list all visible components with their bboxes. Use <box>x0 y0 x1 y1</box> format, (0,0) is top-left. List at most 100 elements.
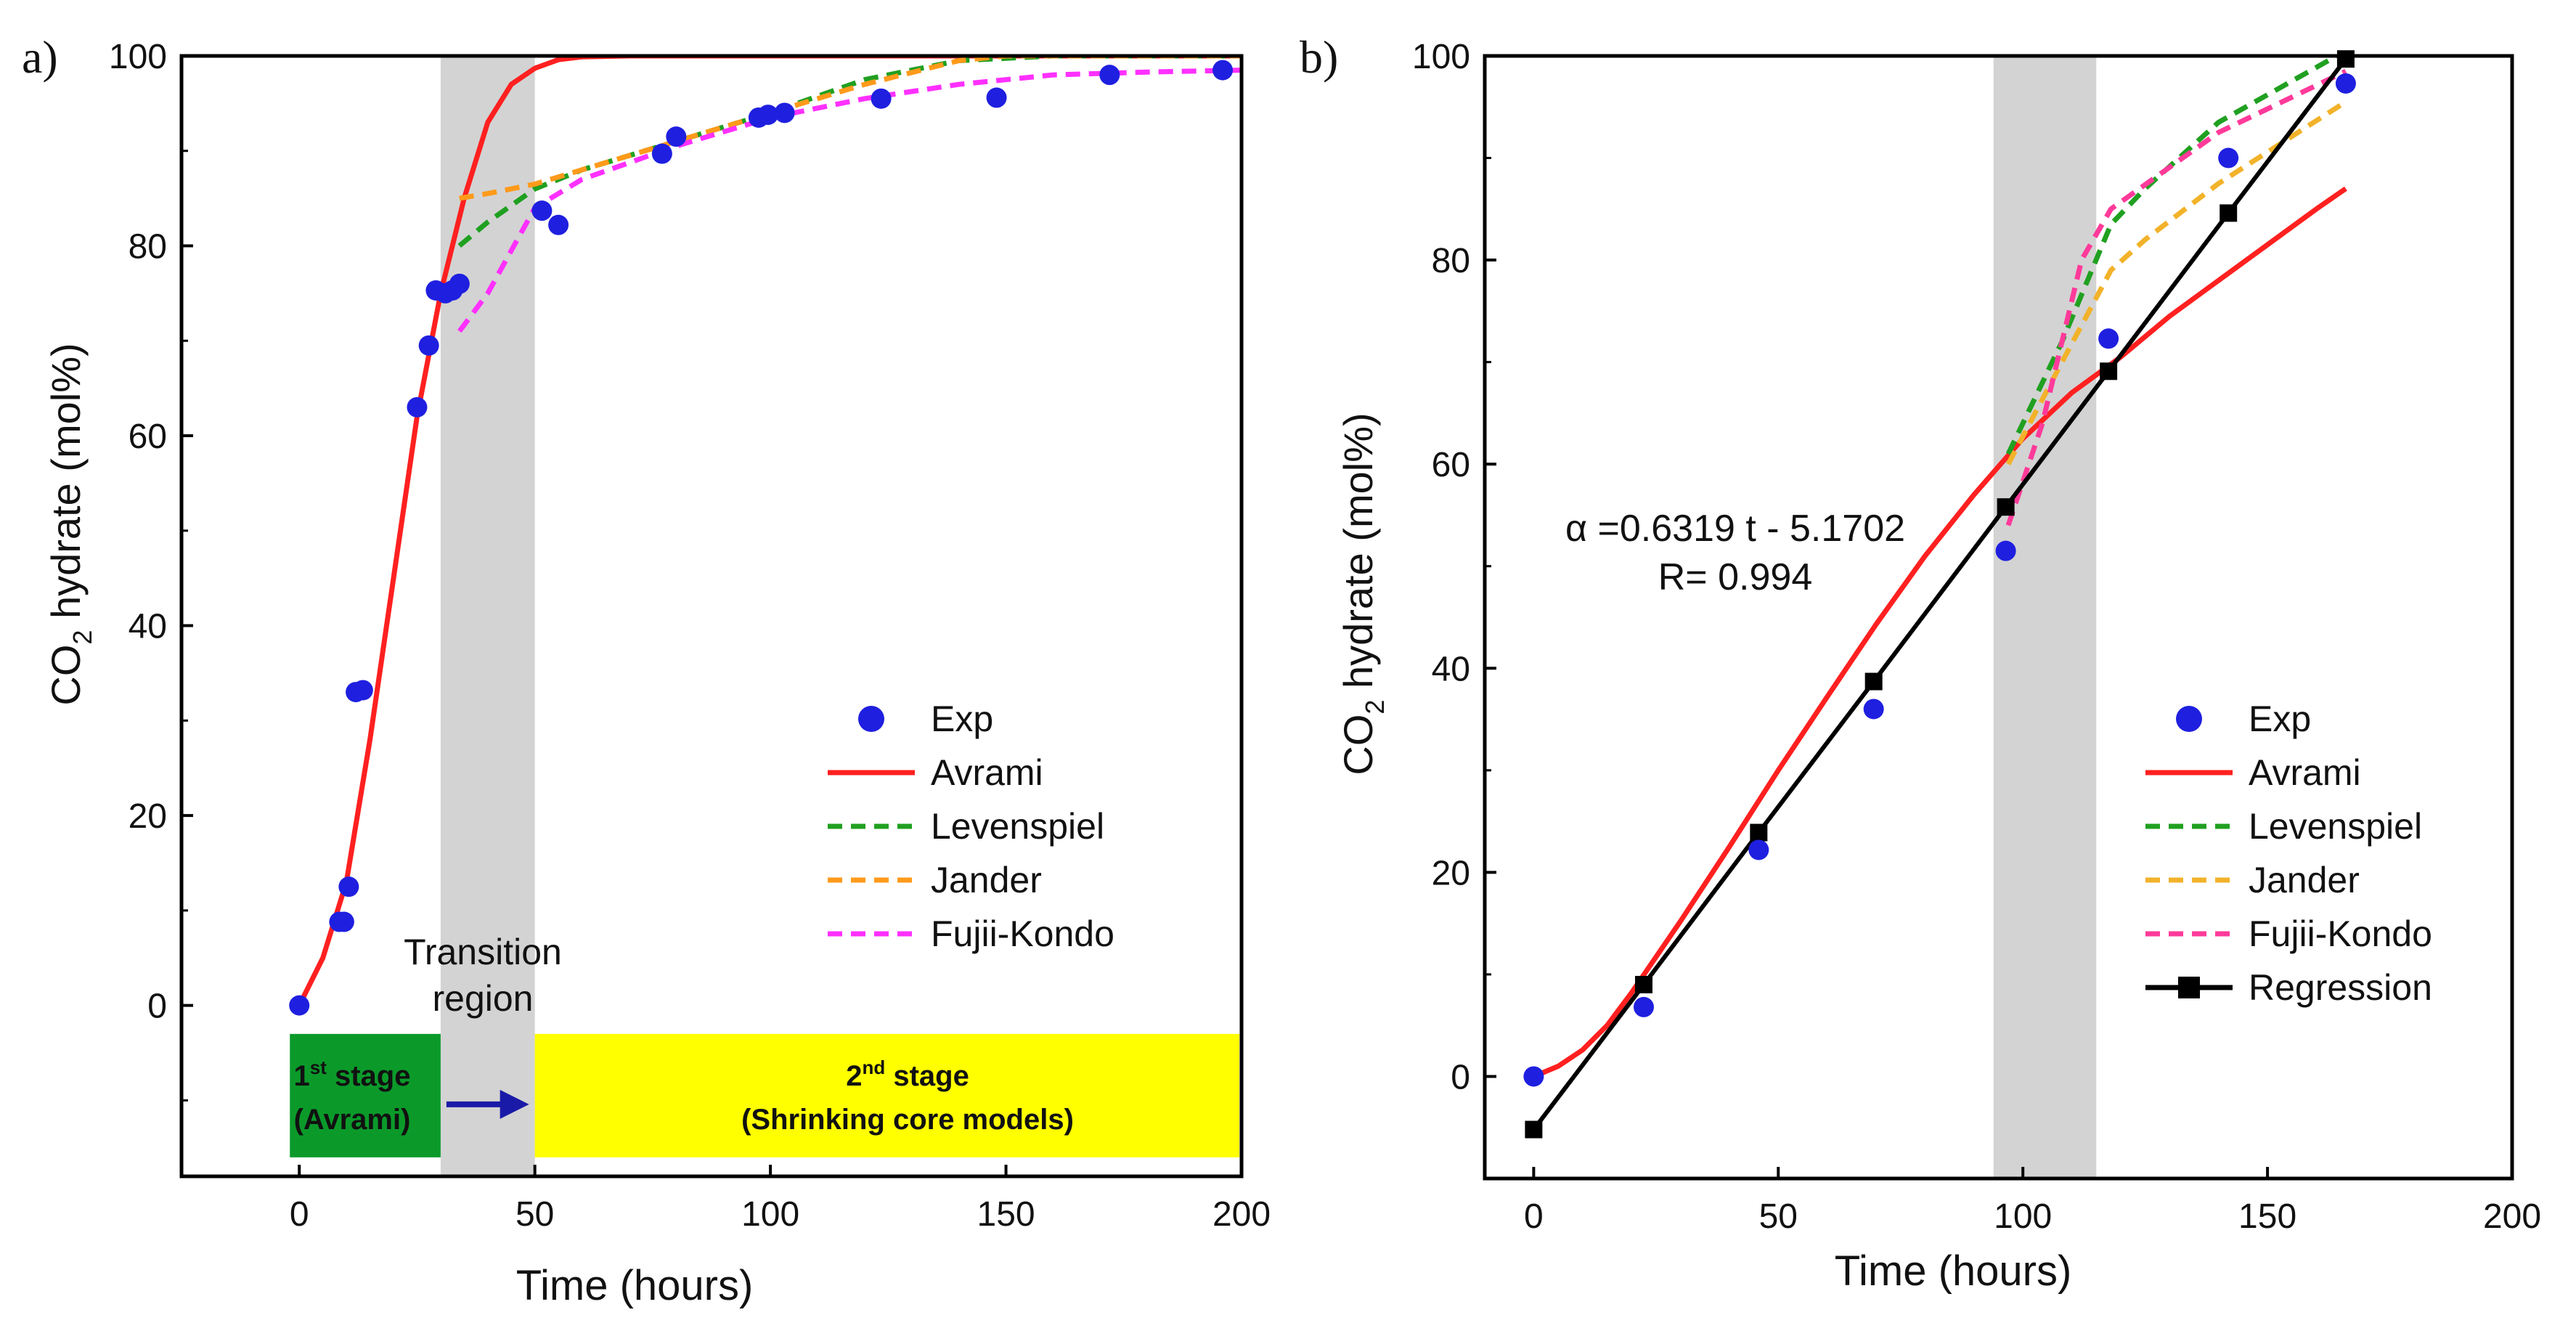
panel-a-legend-label-avrami: Avrami <box>931 752 1043 793</box>
panel-a-exp-point-13 <box>548 214 569 235</box>
panel-a-axis-ticks: 0 50 100 150 200 0 20 40 60 80 100 <box>109 38 1271 1234</box>
panel-a-series-lines <box>297 54 1242 1007</box>
panel-a-legend-label-fujii-kondo: Fujii-Kondo <box>931 913 1114 954</box>
panel-b-x-tick-label-50: 50 <box>1759 1197 1798 1236</box>
panel-b-y-label-rest: hydrate (mol%) <box>1335 412 1381 699</box>
panel-b-regression-marker-7 <box>2336 50 2355 68</box>
panel-a-legend-marker-exp <box>858 706 884 732</box>
panel-a-transition-label-line2: region <box>433 978 534 1019</box>
panel-a-exp-point-19 <box>871 88 892 109</box>
panel-a-legend-label-levenspiel: Levenspiel <box>931 806 1104 847</box>
panel-a-exp-point-2 <box>333 911 354 932</box>
stage1-superscript: st <box>310 1057 327 1078</box>
panel-a-transition-shading <box>440 56 535 1176</box>
panel-a-exp-point-15 <box>666 126 687 147</box>
panel-b-exp-point-2 <box>1748 839 1769 860</box>
panel-b-legend-label-levenspiel: Levenspiel <box>2249 806 2422 847</box>
panel-b-x-tick-label-150: 150 <box>2238 1197 2296 1236</box>
panel-b-y-tick-label-40: 40 <box>1432 650 1470 688</box>
panel-b-legend-label-exp: Exp <box>2249 699 2311 739</box>
panel-a-label: a) <box>22 31 58 83</box>
panel-b-series-levenspiel <box>2005 54 2345 455</box>
transition-arrow-head <box>500 1089 529 1119</box>
panel-a-stage1-label-line2: (Avrami) <box>294 1104 411 1136</box>
panel-b-y-label-co: CO <box>1335 715 1381 776</box>
stage2-superscript: nd <box>862 1057 885 1078</box>
panel-a-y-axis-label: CO2 hydrate (mol%) <box>43 343 97 705</box>
panel-b-legend: Exp Avrami Levenspiel Jander Fujii-Kondo Regr… <box>2145 699 2432 1008</box>
panel-a-y-tick-label-40: 40 <box>129 608 167 646</box>
stage1-number: 1 <box>294 1060 310 1092</box>
panel-a-y-label-rest: hydrate (mol%) <box>43 343 89 630</box>
panel-b-transition-shading <box>1993 56 2097 1179</box>
panel-b-y-tick-label-60: 60 <box>1432 446 1470 484</box>
panel-b-x-tick-label-100: 100 <box>1994 1197 2052 1236</box>
panel-b-r-value: R= 0.994 <box>1658 556 1813 598</box>
panel-b-regression-marker-0 <box>1525 1120 1543 1139</box>
panel-b-series-fujii-kondo <box>2005 68 2347 526</box>
panel-b-regression-marker-4 <box>1997 498 2015 516</box>
panel-a-y-tick-label-0: 0 <box>147 988 167 1026</box>
panel-b-y-tick-label-0: 0 <box>1451 1058 1470 1096</box>
panel-a-stage-boxes <box>290 1033 1239 1157</box>
panel-a-y-label-subscript: 2 <box>68 630 97 645</box>
panel-a-x-tick-label-150: 150 <box>977 1195 1035 1234</box>
panel-a-stage2-label-line2: (Shrinking core models) <box>741 1104 1074 1136</box>
stage2-word: stage <box>885 1060 969 1092</box>
panel-a-exp-point-17 <box>757 105 778 126</box>
panel-b-regression-marker-3 <box>1864 672 1883 691</box>
panel-a-series-fujii-kondo <box>457 68 1242 333</box>
panel-a-plot-frame <box>179 54 1244 1179</box>
panel-b-regression-marker-6 <box>2220 204 2238 222</box>
stage2-number: 2 <box>846 1060 862 1092</box>
panel-b-exp-points <box>1523 50 2356 1139</box>
panel-b-exp-point-4 <box>1995 540 2016 561</box>
panel-b-series-regression <box>1532 57 2348 1131</box>
panel-a-exp-point-11 <box>449 273 470 294</box>
panel-b-plot-frame <box>1483 54 2514 1181</box>
panel-a-transition-label-line1: Transition <box>404 932 562 972</box>
panel-a-exp-point-14 <box>651 143 672 164</box>
panel-a-legend-label-exp: Exp <box>931 699 993 739</box>
panel-a-exp-point-22 <box>1212 60 1234 81</box>
panel-b-transition-band <box>1993 56 2097 1179</box>
panel-b-legend-marker-exp <box>2176 706 2202 732</box>
panel-b-chart: 0 50 100 150 200 0 20 40 60 80 100 b) Time (hours)… <box>1300 31 2541 1295</box>
panel-b-legend-label-jander: Jander <box>2249 860 2360 900</box>
panel-a-x-tick-label-50: 50 <box>515 1195 554 1234</box>
panel-b-exp-point-1 <box>1633 996 1654 1017</box>
panel-b-axis-ticks: 0 50 100 150 200 0 20 40 60 80 100 <box>1412 38 2541 1236</box>
panel-a-y-label-co: CO <box>43 645 89 706</box>
panel-a-x-tick-label-0: 0 <box>290 1195 309 1234</box>
panel-b-y-tick-label-80: 80 <box>1432 242 1470 280</box>
panel-a-exp-point-3 <box>338 876 359 897</box>
panel-a-series-jander <box>459 54 1242 201</box>
panel-a-exp-point-0 <box>289 995 310 1016</box>
panel-a-y-tick-label-60: 60 <box>129 418 167 456</box>
panel-b-series-avrami <box>1533 186 2347 1079</box>
panel-b-exp-point-7 <box>2335 73 2356 94</box>
panel-a-y-tick-label-80: 80 <box>129 228 167 266</box>
panel-a-exp-points <box>289 60 1234 1016</box>
panel-a-exp-point-6 <box>407 396 428 418</box>
panel-b-regression-marker-5 <box>2100 362 2118 380</box>
panel-a-series-levenspiel <box>457 54 1242 248</box>
panel-a-x-axis-label: Time (hours) <box>516 1262 754 1309</box>
panel-b-exp-point-0 <box>1523 1066 1544 1087</box>
panel-b-regression-marker-1 <box>1634 975 1652 993</box>
panel-b-equation: α =0.6319 t - 5.1702 <box>1565 508 1905 550</box>
panel-a-legend-label-jander: Jander <box>931 860 1042 900</box>
panel-b-series-lines <box>1532 54 2348 1131</box>
panel-a-exp-point-18 <box>774 102 795 123</box>
stage1-word: stage <box>327 1060 411 1092</box>
panel-b-y-axis-label: CO2 hydrate (mol%) <box>1335 412 1390 775</box>
panel-b-exp-point-5 <box>2098 328 2119 349</box>
stage2-box <box>534 1033 1239 1157</box>
panel-b-legend-label-avrami: Avrami <box>2249 752 2361 793</box>
panel-b-y-tick-label-100: 100 <box>1412 38 1470 76</box>
panel-a-stage2-label-line1: 2nd stage <box>846 1057 969 1092</box>
panel-b-y-tick-label-20: 20 <box>1432 854 1470 892</box>
panel-a-chart: 0 50 100 150 200 0 20 40 60 80 100 a) Time (hours)… <box>22 31 1271 1309</box>
panel-a-y-tick-label-20: 20 <box>129 797 167 836</box>
